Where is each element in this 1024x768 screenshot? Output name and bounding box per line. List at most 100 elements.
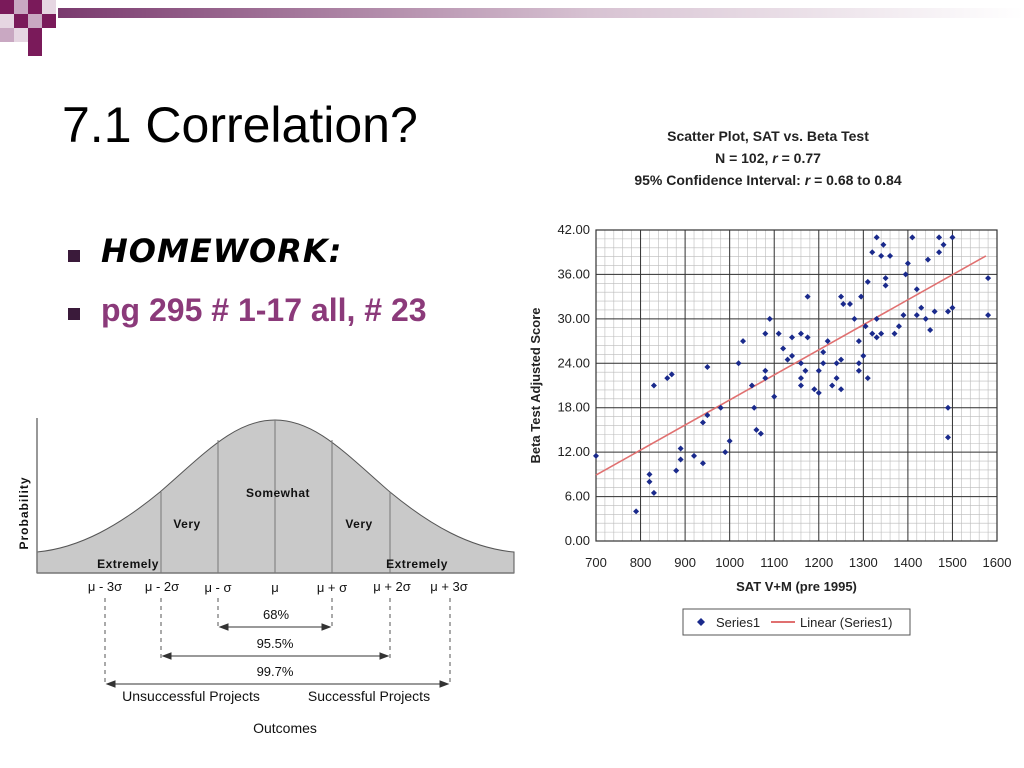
trend-line	[595, 255, 987, 476]
scatter-point	[864, 278, 871, 285]
scatter-point	[862, 323, 869, 330]
scatter-point	[766, 315, 773, 322]
x-tick-label: 1400	[893, 555, 922, 570]
scatter-point	[878, 330, 885, 337]
scatter-point	[931, 308, 938, 315]
scatter-point	[944, 308, 951, 315]
tick-mu-plus-sigma: μ + σ	[317, 580, 347, 595]
plot-border	[595, 229, 998, 542]
scatter-point	[846, 301, 853, 308]
scatter-point	[677, 445, 684, 452]
tick-mu-minus-2sigma: μ - 2σ	[145, 579, 179, 594]
x-tick-label: 1300	[849, 555, 878, 570]
scatter-point	[838, 356, 845, 363]
legend-diamond-icon	[697, 618, 705, 626]
scatter-point	[880, 241, 887, 248]
scatter-point	[902, 271, 909, 278]
scatter-point	[833, 375, 840, 382]
y-tick-label: 42.00	[557, 222, 590, 237]
arrowhead-icon	[379, 652, 390, 660]
tick-mu-minus-sigma: μ - σ	[204, 580, 231, 595]
scatter-point	[593, 452, 599, 459]
scatter-point	[878, 252, 885, 259]
scatter-point	[726, 438, 733, 445]
scatter-points	[593, 234, 992, 515]
y-tick-label: 6.00	[565, 489, 590, 504]
scatter-title-line3: 95% Confidence Interval: r = 0.68 to 0.8…	[634, 172, 902, 188]
scatter-point	[757, 430, 764, 437]
y-tick-label: 24.00	[557, 355, 590, 370]
scatter-point	[784, 356, 791, 363]
scatter-point	[717, 404, 724, 411]
bullet-square-icon	[68, 308, 80, 320]
scatter-point	[735, 360, 742, 367]
scatter-point	[882, 282, 889, 289]
legend-series1: Series1	[716, 615, 760, 630]
scatter-point	[824, 338, 831, 345]
region-label-very-left: Very	[173, 517, 200, 531]
scatter-point	[722, 449, 729, 456]
region-label-very-right: Very	[345, 517, 372, 531]
bullet-text: pg 295 # 1-17 all, # 23	[101, 292, 427, 328]
legend-box	[682, 608, 911, 636]
scatter-point	[699, 419, 706, 426]
scatter-point	[873, 234, 880, 241]
region-label-extreme-right: Extremely	[386, 557, 448, 571]
scatter-title-line1: Scatter Plot, SAT vs. Beta Test	[667, 128, 869, 144]
scatter-point	[869, 330, 876, 337]
scatter-point	[985, 275, 992, 282]
scatter-point	[936, 249, 943, 256]
successful-projects-label: Successful Projects	[308, 688, 430, 704]
scatter-point	[829, 382, 836, 389]
scatter-chart: Scatter Plot, SAT vs. Beta Test N = 102,…	[528, 128, 1011, 636]
interval-guides	[104, 598, 451, 685]
scatter-point	[858, 293, 865, 300]
scatter-point	[797, 360, 804, 367]
arrowhead-icon	[161, 652, 172, 660]
interval-955-label: 95.5%	[257, 636, 294, 651]
scatter-point	[851, 315, 858, 322]
scatter-point	[918, 304, 925, 311]
scatter-point	[882, 275, 889, 282]
decorative-header	[0, 0, 1024, 56]
scatter-tick-labels: 700 800 900 1000 1100 1200 1300 1400 1500 1600 0.0…	[557, 222, 1011, 570]
scatter-point	[873, 334, 880, 341]
scatter-point	[838, 293, 845, 300]
x-tick-label: 1100	[760, 555, 788, 570]
scatter-point	[864, 375, 871, 382]
scatter-point	[740, 338, 747, 345]
scatter-point	[815, 367, 822, 374]
scatter-point	[804, 293, 811, 300]
arrowhead-icon	[218, 623, 229, 631]
outcomes-label: Outcomes	[253, 720, 317, 736]
x-tick-label: 1000	[715, 555, 744, 570]
scatter-point	[820, 360, 827, 367]
scatter-x-axis-label: SAT V+M (pre 1995)	[736, 579, 857, 594]
scatter-point	[985, 312, 992, 319]
scatter-point	[887, 252, 894, 259]
scatter-point	[855, 338, 862, 345]
scatter-point	[873, 315, 880, 322]
scatter-point	[924, 256, 931, 263]
scatter-point	[664, 375, 671, 382]
scatter-point	[855, 360, 862, 367]
scatter-point	[815, 389, 822, 396]
scatter-point	[699, 460, 706, 467]
x-tick-label: 700	[585, 555, 607, 570]
scatter-point	[909, 234, 916, 241]
scatter-y-axis-label: Beta Test Adjusted Score	[528, 307, 543, 463]
scatter-point	[646, 471, 653, 478]
scatter-point	[789, 334, 796, 341]
region-label-somewhat: Somewhat	[246, 486, 310, 500]
scatter-point	[704, 412, 711, 419]
y-tick-label: 12.00	[557, 444, 590, 459]
tick-mu-plus-2sigma: μ + 2σ	[373, 579, 411, 594]
scatter-point	[944, 434, 951, 441]
scatter-point	[797, 382, 804, 389]
arrowhead-icon	[439, 680, 450, 688]
scatter-point	[869, 249, 876, 256]
scatter-point	[949, 234, 956, 241]
region-label-extreme-left: Extremely	[97, 557, 159, 571]
scatter-point	[936, 234, 943, 241]
bell-y-axis-label: Probability	[17, 476, 31, 549]
